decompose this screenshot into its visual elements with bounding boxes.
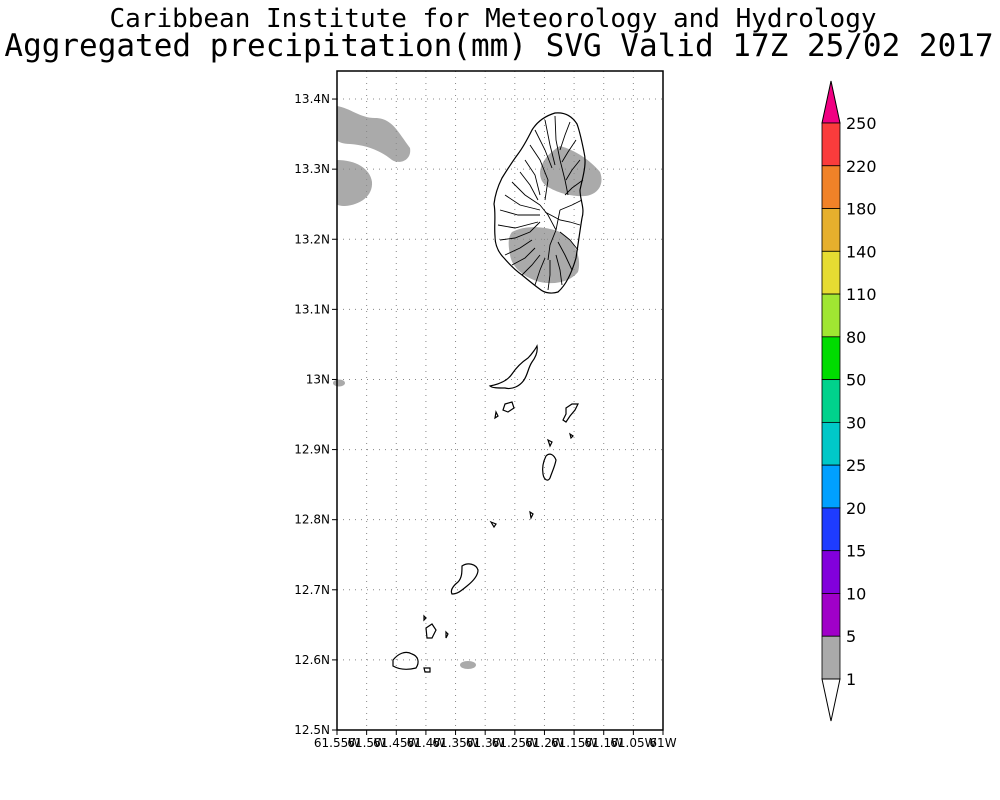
colorbar-segment xyxy=(821,208,841,252)
lat-tick-label: 13.3N xyxy=(294,162,330,176)
colorbar-over-arrow xyxy=(821,80,841,124)
colorbar-label: 180 xyxy=(846,200,877,219)
colorbar-segment xyxy=(821,293,841,338)
colorbar-label: 140 xyxy=(846,242,877,261)
lat-tick-label: 12.9N xyxy=(294,443,330,457)
lon-tick-label: 61.25W xyxy=(492,736,538,750)
island-small-3 xyxy=(423,667,431,673)
colorbar-segment xyxy=(821,507,841,552)
colorbar-segment xyxy=(821,336,841,381)
colorbar-segment xyxy=(821,165,841,209)
colorbar-label: 5 xyxy=(846,627,856,646)
colorbar-segment xyxy=(821,122,841,167)
colorbar-under-arrow xyxy=(821,678,841,722)
lat-tick-label: 12.7N xyxy=(294,583,330,597)
colorbar-label: 20 xyxy=(846,499,866,518)
colorbar-segment xyxy=(821,593,841,637)
island-canouan xyxy=(542,453,557,481)
colorbar-segment xyxy=(821,421,841,466)
lat-tick-label: 13N xyxy=(306,372,330,386)
colorbar-label: 80 xyxy=(846,328,866,347)
precip-area-west-spot xyxy=(333,379,345,387)
map-axes: 13.4N 13.3N 13.2N 13.1N 13N 12.9N 12.8N 12.7N 12… xyxy=(294,92,676,750)
lat-tick-label: 13.4N xyxy=(294,92,330,106)
lat-tick-label: 12.8N xyxy=(294,513,330,527)
colorbar-label: 15 xyxy=(846,542,866,561)
lon-tick-label: 61.1W xyxy=(584,736,623,750)
lat-tick-label: 13.1N xyxy=(294,302,330,316)
island-bequia xyxy=(488,344,538,390)
lon-tick-label: 61.2W xyxy=(525,736,564,750)
island-mustique xyxy=(562,403,579,423)
colorbar-label: 10 xyxy=(846,584,866,603)
island-st-vincent xyxy=(493,112,586,294)
island-carriacou xyxy=(425,623,437,639)
island-battowia xyxy=(494,410,499,420)
colorbar-label: 1 xyxy=(846,670,856,689)
map-frame xyxy=(336,70,664,731)
colorbar-label: 30 xyxy=(846,413,866,432)
lon-tick-label: 61.4W xyxy=(407,736,446,750)
colorbar-label: 50 xyxy=(846,371,866,390)
colorbar-label: 110 xyxy=(846,285,877,304)
island-baliceaux xyxy=(502,401,515,413)
island-small-2 xyxy=(445,630,449,639)
lon-tick-label: 61.15W xyxy=(551,736,597,750)
watershed-lines xyxy=(497,115,584,291)
lon-tick-label: 61.05W xyxy=(610,736,656,750)
lon-tick-label: 61.35W xyxy=(432,736,478,750)
precip-areas xyxy=(333,106,602,669)
chart-title-institute: Caribbean Institute for Meteorology and … xyxy=(109,4,877,34)
grid-lines xyxy=(337,71,663,730)
island-mayreau xyxy=(489,520,497,529)
lon-tick-label: 61.5W xyxy=(347,736,386,750)
colorbar-segment xyxy=(821,550,841,594)
island-savan xyxy=(569,432,574,440)
island-mayreau-north xyxy=(529,510,534,520)
colorbar-segment xyxy=(821,250,841,295)
precip-area-svg-ne xyxy=(540,146,602,197)
lon-tick-label: 61.45W xyxy=(373,736,419,750)
lon-tick-label: 61.3W xyxy=(466,736,505,750)
precip-area-south-spot xyxy=(460,661,476,669)
lon-tick-label: 61.55W xyxy=(314,736,360,750)
colorbar-label: 220 xyxy=(846,157,877,176)
colorbar-segment xyxy=(821,635,841,680)
lat-tick-label: 12.5N xyxy=(294,723,330,737)
precip-area-svg-s xyxy=(508,227,580,284)
precip-area-nw-upper xyxy=(337,106,411,162)
chart-title-product: Aggregated precipitation(mm) SVG Valid 1… xyxy=(4,28,994,64)
coastlines xyxy=(392,112,586,673)
island-petit-mustique xyxy=(546,438,553,448)
lat-tick-label: 12.6N xyxy=(294,653,330,667)
colorbar-label: 250 xyxy=(846,114,877,133)
island-petite-martinique xyxy=(392,651,419,670)
lat-tick-label: 13.2N xyxy=(294,232,330,246)
colorbar-label: 25 xyxy=(846,456,866,475)
colorbar-segment xyxy=(821,464,841,509)
precip-area-nw-lower xyxy=(337,160,373,206)
lon-tick-label: 61W xyxy=(649,736,676,750)
island-small-1 xyxy=(423,614,427,622)
island-union xyxy=(450,563,479,595)
colorbar-segment xyxy=(821,379,841,423)
